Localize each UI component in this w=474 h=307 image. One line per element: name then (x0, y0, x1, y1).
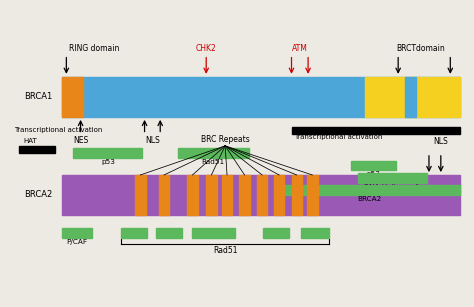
Bar (351, 161, 396, 170)
Text: NLS: NLS (145, 136, 160, 145)
Text: RING domain: RING domain (69, 44, 119, 53)
Bar (192, 228, 235, 238)
Bar (301, 228, 329, 238)
Bar (62, 175, 460, 215)
Bar (73, 148, 142, 158)
Bar (365, 77, 460, 117)
Text: Rad51: Rad51 (202, 159, 225, 165)
Bar (292, 127, 460, 134)
Bar (263, 228, 289, 238)
Bar (121, 228, 147, 238)
Text: ATM: ATM (292, 44, 308, 53)
Bar (307, 175, 318, 215)
Bar (62, 77, 460, 117)
Bar (156, 228, 182, 238)
Text: p53: p53 (101, 159, 115, 165)
Bar (274, 175, 284, 215)
Text: RNA Helicase A: RNA Helicase A (365, 184, 420, 190)
Text: p53: p53 (366, 171, 380, 177)
Bar (239, 175, 250, 215)
Text: BRCA2: BRCA2 (357, 196, 382, 202)
Bar (280, 185, 460, 195)
Bar (187, 175, 198, 215)
Bar (159, 175, 169, 215)
Bar (257, 175, 267, 215)
Text: P/CAF: P/CAF (66, 239, 88, 245)
Bar (62, 228, 92, 238)
Bar (222, 175, 232, 215)
Text: HAT: HAT (24, 138, 37, 144)
Bar (178, 148, 249, 158)
Text: NLS: NLS (433, 137, 448, 146)
Bar (358, 173, 427, 183)
Text: NES: NES (73, 136, 88, 145)
Bar (19, 146, 55, 153)
Text: BRCA1: BRCA1 (24, 92, 52, 101)
Text: BRCTdomain: BRCTdomain (396, 44, 445, 53)
Text: BRCA2: BRCA2 (24, 190, 52, 200)
Text: Transcriptional activation: Transcriptional activation (294, 134, 382, 141)
Bar (62, 77, 83, 117)
Bar (206, 175, 217, 215)
Bar (405, 77, 416, 117)
Bar (292, 175, 302, 215)
Text: CHK2: CHK2 (196, 44, 217, 53)
Text: BRC Repeats: BRC Repeats (201, 135, 249, 144)
Text: Transcriptional activation: Transcriptional activation (14, 126, 102, 133)
Bar (135, 175, 146, 215)
Text: Rad51: Rad51 (213, 246, 237, 255)
